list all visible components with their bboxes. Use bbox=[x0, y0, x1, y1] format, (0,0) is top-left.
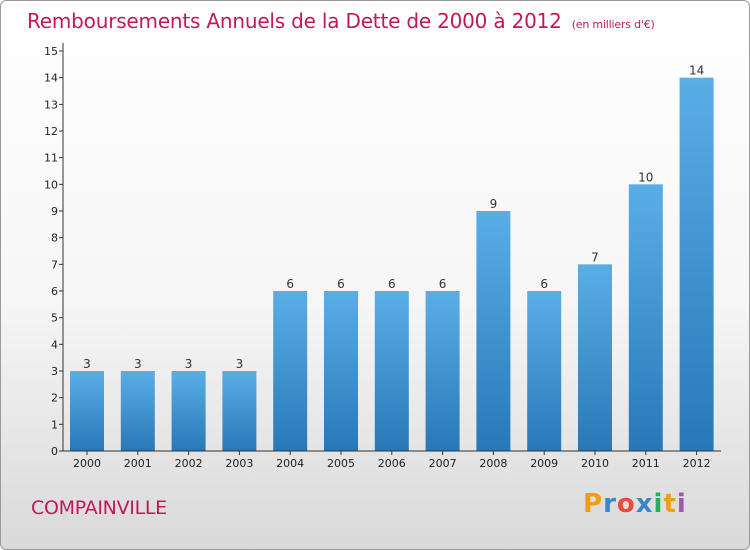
bar bbox=[120, 371, 155, 451]
x-tick-label: 2007 bbox=[429, 457, 457, 470]
x-tick-label: 2000 bbox=[73, 457, 101, 470]
bar bbox=[222, 371, 257, 451]
proxiti-logo: Proxiti bbox=[583, 489, 687, 519]
y-tick-label: 10 bbox=[44, 178, 58, 191]
data-label: 6 bbox=[388, 277, 396, 291]
y-tick-label: 14 bbox=[44, 72, 58, 85]
x-tick-label: 2010 bbox=[581, 457, 609, 470]
y-tick-label: 0 bbox=[51, 445, 58, 458]
logo-letter: t bbox=[663, 489, 677, 519]
y-tick-label: 5 bbox=[51, 312, 58, 325]
data-label: 9 bbox=[490, 197, 498, 211]
logo-letter: r bbox=[603, 489, 617, 519]
y-tick-label: 12 bbox=[44, 125, 58, 138]
x-tick-label: 2011 bbox=[632, 457, 660, 470]
bar bbox=[273, 291, 308, 451]
x-tick-label: 2001 bbox=[124, 457, 152, 470]
x-tick-label: 2006 bbox=[378, 457, 406, 470]
data-label: 3 bbox=[134, 357, 142, 371]
bar bbox=[476, 211, 511, 451]
y-tick-label: 1 bbox=[51, 418, 58, 431]
logo-letter: o bbox=[616, 489, 636, 519]
data-label: 3 bbox=[236, 357, 244, 371]
data-label: 6 bbox=[439, 277, 447, 291]
bar bbox=[324, 291, 358, 451]
data-label: 10 bbox=[638, 170, 653, 184]
x-tick-label: 2009 bbox=[530, 457, 558, 470]
x-tick-label: 2004 bbox=[276, 457, 304, 470]
y-tick-label: 15 bbox=[44, 45, 58, 58]
bar bbox=[70, 371, 104, 451]
bar bbox=[679, 77, 714, 452]
y-tick-label: 4 bbox=[51, 338, 58, 351]
y-tick-label: 8 bbox=[51, 232, 58, 245]
y-tick-label: 2 bbox=[51, 392, 58, 405]
data-label: 3 bbox=[185, 357, 193, 371]
data-label: 14 bbox=[689, 64, 704, 78]
logo-letter: i bbox=[676, 489, 687, 519]
data-label: 6 bbox=[337, 277, 345, 291]
x-tick-label: 2012 bbox=[683, 457, 711, 470]
y-tick-label: 7 bbox=[51, 258, 58, 271]
data-label: 6 bbox=[540, 277, 548, 291]
y-tick-label: 3 bbox=[51, 365, 58, 378]
x-tick-label: 2002 bbox=[175, 457, 203, 470]
commune-name: COMPAINVILLE bbox=[31, 497, 167, 519]
bar bbox=[628, 184, 663, 452]
logo-letter: x bbox=[635, 489, 654, 519]
data-label: 3 bbox=[83, 357, 91, 371]
x-tick-label: 2005 bbox=[327, 457, 355, 470]
bar bbox=[527, 291, 562, 451]
data-label: 7 bbox=[591, 250, 599, 264]
bar bbox=[425, 291, 460, 451]
bar bbox=[171, 371, 206, 451]
chart-title: Remboursements Annuels de la Dette de 20… bbox=[27, 9, 655, 33]
bar bbox=[578, 264, 612, 451]
title-text: Remboursements Annuels de la Dette de 20… bbox=[27, 9, 562, 33]
y-tick-label: 6 bbox=[51, 285, 58, 298]
logo-letter: i bbox=[653, 489, 664, 519]
y-tick-label: 11 bbox=[44, 152, 58, 165]
x-tick-label: 2003 bbox=[225, 457, 253, 470]
data-label: 6 bbox=[286, 277, 294, 291]
y-tick-label: 9 bbox=[51, 205, 58, 218]
bar bbox=[374, 291, 409, 451]
unit-label: (en milliers d'€) bbox=[571, 18, 655, 31]
logo-letter: P bbox=[583, 489, 604, 519]
y-tick-label: 13 bbox=[44, 98, 58, 111]
x-tick-label: 2008 bbox=[479, 457, 507, 470]
